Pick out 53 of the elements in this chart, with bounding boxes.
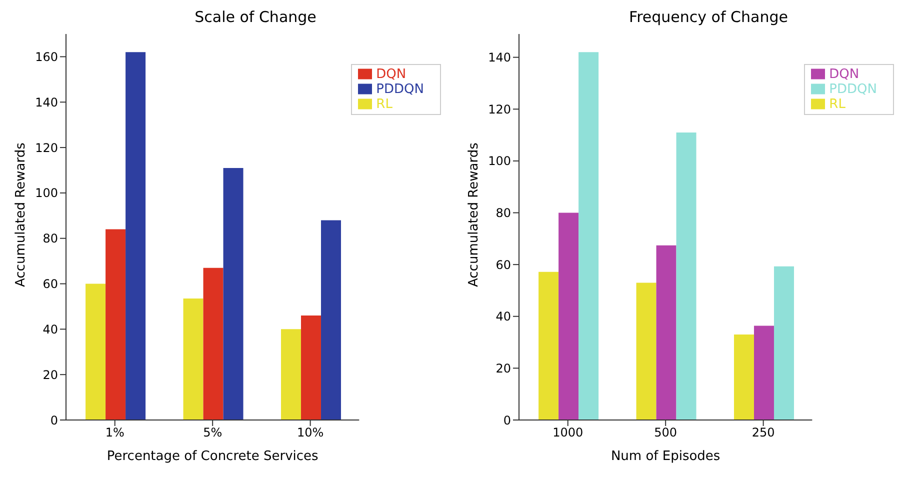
bar (734, 334, 754, 420)
y-tick-label: 140 (488, 50, 511, 65)
x-axis-title: Num of Episodes (610, 449, 720, 464)
legend-label: DQN (829, 67, 860, 82)
y-tick-label: 140 (35, 95, 58, 110)
y-tick-label: 100 (488, 154, 511, 168)
legend-label: RL (376, 97, 392, 112)
x-tick-label: 250 (752, 426, 775, 440)
bar (203, 268, 224, 420)
legend-label: DQN (376, 67, 406, 82)
chart-title: Scale of Change (194, 8, 318, 28)
x-tick-label: 500 (654, 426, 678, 440)
x-tick-label: 5% (203, 426, 222, 440)
bar (676, 132, 696, 420)
bar (106, 229, 126, 420)
y-tick-label: 80 (42, 232, 58, 246)
legend-label: RL (829, 97, 846, 112)
x-tick-label: 1000 (552, 426, 584, 440)
y-tick-label: 100 (35, 186, 58, 200)
y-tick-label: 80 (496, 206, 511, 220)
y-tick-label: 40 (496, 310, 511, 324)
bar (636, 282, 656, 420)
bar (300, 316, 321, 420)
bar (754, 326, 774, 420)
y-axis-title: Accumulated Rewards (14, 142, 29, 287)
bar (538, 272, 559, 420)
y-tick-label: 0 (50, 413, 58, 428)
y-tick-label: 160 (35, 50, 58, 64)
y-tick-label: 60 (42, 277, 58, 292)
y-tick-label: 20 (496, 361, 511, 376)
x-tick-label: 10% (296, 426, 324, 440)
legend-label: PDDQN (829, 82, 877, 97)
y-tick-label: 40 (42, 322, 58, 336)
y-tick-label: 120 (35, 140, 58, 155)
bar (558, 212, 579, 420)
y-tick-label: 0 (503, 413, 511, 428)
y-axis-title: Accumulated Rewards (466, 142, 482, 287)
x-axis-title: Percentage of Concrete Services (106, 449, 319, 464)
bar (656, 245, 676, 420)
chart-title: Frequency of Change (628, 8, 789, 28)
bar (183, 298, 204, 420)
bar (578, 52, 599, 420)
legend-label: PDDQN (376, 82, 424, 97)
bar (774, 266, 794, 420)
bar (320, 220, 341, 420)
y-tick-label: 60 (496, 258, 511, 272)
bar (280, 329, 301, 420)
y-tick-label: 120 (488, 102, 511, 116)
bar (126, 52, 146, 420)
bar (86, 284, 106, 420)
y-tick-label: 20 (42, 368, 58, 382)
x-tick-label: 1% (105, 426, 124, 440)
bar (223, 168, 244, 420)
